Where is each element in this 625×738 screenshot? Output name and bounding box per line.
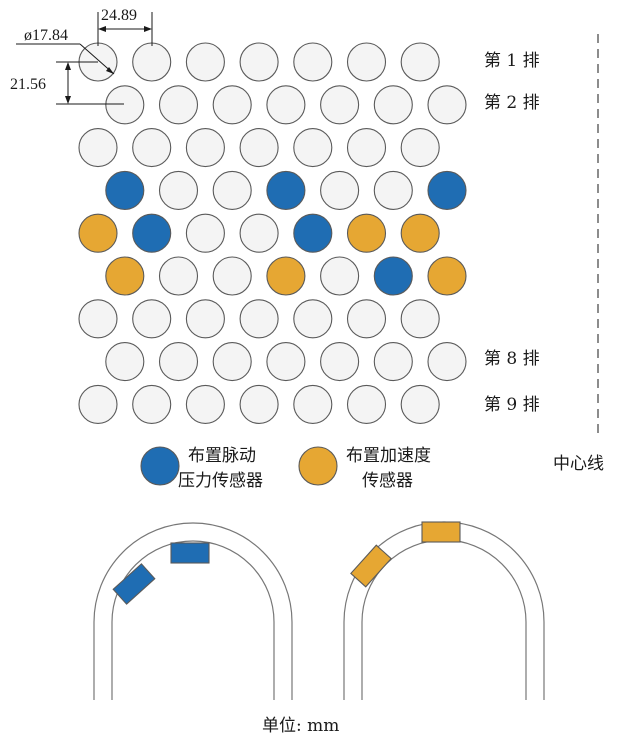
row-label-9: 第 9 排 [484, 395, 540, 415]
tube-r3-c2 [132, 128, 172, 168]
tube-r1-c7 [400, 42, 440, 82]
tube-r3-c7 [400, 128, 440, 168]
tube-r4-c5 [320, 170, 360, 210]
tube-r6-c5 [320, 256, 360, 296]
tube-r8-c5 [320, 342, 360, 382]
tube-r6-c4-accel [266, 256, 306, 296]
tube-r5-c2-pressure [132, 213, 172, 253]
tube-array [78, 42, 467, 424]
tube-r8-c7 [427, 342, 467, 382]
tube-r6-c1-accel [105, 256, 145, 296]
tube-r9-c4 [239, 384, 279, 424]
tube-r3-c3 [185, 128, 225, 168]
accel-sensor-top [421, 521, 461, 543]
tube-r1-c2 [132, 42, 172, 82]
tube-r8-c2 [158, 342, 199, 382]
tube-r8-c6 [373, 342, 413, 382]
tube-r8-c3 [212, 342, 252, 382]
row-spacing-dimension: 21.56 [10, 76, 46, 93]
legend-pressure-line1: 布置脉动 [188, 446, 256, 466]
tube-r9-c6 [346, 384, 387, 424]
tube-r3-c5 [293, 128, 333, 168]
tube-r6-c7-accel [427, 256, 467, 296]
tube-r3-c6 [346, 128, 387, 168]
row-label-2: 第 2 排 [484, 93, 540, 113]
tube-r1-c3 [185, 42, 225, 82]
tube-r6-c6-pressure [373, 256, 413, 296]
tube-r7-c3 [185, 299, 225, 339]
tube-r4-c2 [158, 170, 199, 210]
accel-sensor-side [350, 544, 392, 588]
tube-r1-c5 [293, 42, 333, 82]
tube-r2-c4 [266, 85, 306, 125]
unit-label: 单位: mm [262, 716, 339, 736]
tube-r5-c3 [185, 213, 225, 253]
tube-r7-c7 [400, 299, 440, 339]
tube-r4-c6 [373, 170, 413, 210]
tube-r2-c7 [427, 85, 467, 125]
tube-r2-c5 [320, 85, 360, 125]
diameter-dimension: ø17.84 [24, 27, 68, 44]
tube-r9-c3 [185, 384, 225, 424]
centerline-label: 中心线 [553, 454, 604, 474]
legend-accel-line1: 布置加速度 [346, 446, 431, 466]
tube-r9-c2 [132, 384, 172, 424]
tube-r4-c4-pressure [266, 170, 306, 210]
legend-accel-swatch [298, 446, 338, 486]
tube-r7-c4 [239, 299, 279, 339]
tube-r1-c4 [239, 42, 279, 82]
tube-r8-c4 [266, 342, 306, 382]
dimension-annotations: 24.89 ø17.84 21.56 [10, 7, 153, 105]
tube-r7-c1 [78, 299, 118, 339]
pitch-dimension: 24.89 [101, 7, 137, 24]
tube-r4-c3 [212, 170, 252, 210]
tube-r4-c7-pressure [427, 170, 467, 210]
legend: 布置脉动 压力传感器 布置加速度 传感器 [140, 446, 431, 491]
tube-r5-c5-pressure [293, 213, 333, 253]
tube-r7-c6 [346, 299, 387, 339]
row-label-8: 第 8 排 [484, 349, 540, 369]
tube-r2-c6 [373, 85, 413, 125]
tube-r3-c4 [239, 128, 279, 168]
tube-r8-c1 [105, 342, 145, 382]
tube-r5-c1-accel [78, 213, 118, 253]
tube-r9-c7 [400, 384, 440, 424]
u-bend-pressure [93, 522, 293, 700]
legend-pressure-swatch [140, 446, 180, 486]
tube-r5-c6-accel [346, 213, 387, 253]
tube-r2-c3 [212, 85, 252, 125]
tube-r5-c4 [239, 213, 279, 253]
legend-accel-line2: 传感器 [362, 471, 413, 491]
tube-r6-c2 [158, 256, 199, 296]
tube-r7-c5 [293, 299, 333, 339]
tube-r9-c1 [78, 384, 118, 424]
tube-r3-c1 [78, 128, 118, 168]
tube-r7-c2 [132, 299, 172, 339]
tube-r2-c1 [105, 85, 145, 125]
row-label-1: 第 1 排 [484, 51, 540, 71]
tube-r5-c7-accel [400, 213, 440, 253]
pressure-sensor-side [112, 563, 156, 605]
u-bend-accel [343, 521, 545, 700]
tube-r2-c2 [158, 85, 199, 125]
legend-pressure-line2: 压力传感器 [178, 471, 263, 491]
tube-r9-c5 [293, 384, 333, 424]
tube-r4-c1-pressure [105, 170, 145, 210]
tube-r6-c3 [212, 256, 252, 296]
pressure-sensor-top [170, 542, 210, 564]
tube-r1-c6 [346, 42, 387, 82]
